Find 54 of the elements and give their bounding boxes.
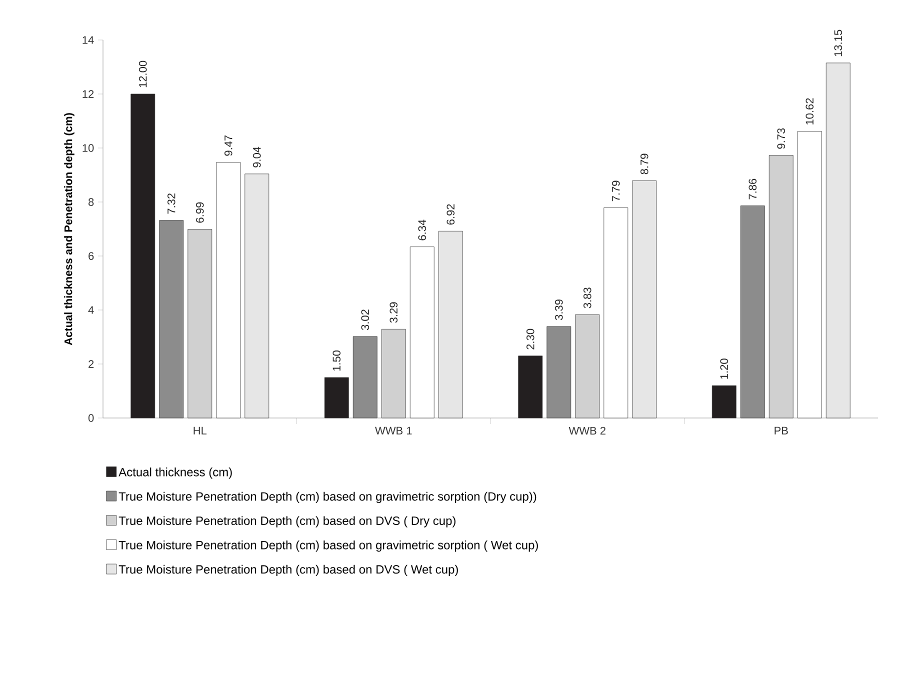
bar	[604, 207, 628, 418]
x-tick-label: WWB 1	[375, 426, 412, 434]
data-label: 2.30	[526, 328, 534, 350]
data-label: 1.50	[332, 350, 341, 371]
bar	[324, 377, 349, 418]
x-tick-label: PB	[774, 426, 788, 434]
bar	[575, 314, 600, 418]
bar	[768, 155, 794, 418]
bar	[438, 230, 463, 418]
bar	[216, 162, 241, 418]
data-label: 13.15	[834, 30, 842, 56]
data-label: 10.62	[806, 98, 814, 124]
bar	[244, 174, 270, 418]
x-tick-label: HL	[194, 426, 207, 434]
data-label: 3.83	[583, 288, 592, 308]
data-label: 7.32	[167, 194, 176, 214]
x-tick-label: WWB 2	[568, 426, 606, 435]
bar	[410, 246, 434, 418]
y-tick-label: 4	[88, 306, 94, 314]
data-label: 3.02	[361, 310, 370, 330]
data-label: 7.79	[612, 180, 620, 202]
data-label: 6.99	[196, 202, 204, 223]
bar	[712, 385, 736, 418]
y-tick-label: 12	[82, 90, 94, 98]
data-label: 9.47	[224, 135, 232, 156]
legend-label: Actual thickness (cm)	[118, 468, 232, 479]
data-label: 6.34	[418, 220, 426, 240]
data-label: 12.00	[138, 60, 147, 88]
data-label: 3.39	[554, 300, 563, 320]
legend-label: True Moisture Penetration Depth (cm) based on DVS ( Dry cup)	[118, 516, 456, 528]
legend-label: True Moisture Penetration Depth (cm) based on gravimetric sorption (Dry cup))	[118, 492, 536, 504]
y-tick-label: 0	[88, 414, 94, 422]
data-label: 8.79	[640, 154, 648, 174]
data-label: 3.29	[390, 302, 398, 323]
data-label: 7.86	[748, 178, 757, 200]
bar	[826, 62, 850, 418]
data-label: 9.73	[777, 128, 786, 149]
legend-label: True Moisture Penetration Depth (cm) based on DVS ( Wet cup)	[118, 564, 458, 576]
data-label: 1.20	[720, 358, 728, 379]
y-tick-label: 6	[88, 252, 94, 260]
bar	[130, 94, 156, 418]
y-tick-label: 2	[88, 360, 94, 368]
data-label: 6.92	[446, 204, 455, 225]
y-axis-title: Actual thickness and Penetration depth (cm)	[64, 113, 74, 346]
y-tick-label: 14	[82, 36, 94, 44]
y-tick-label: 10	[82, 144, 94, 152]
legend-label: True Moisture Penetration Depth (cm) based on gravimetric sorption ( Wet cup)	[118, 540, 538, 552]
bar	[518, 356, 543, 418]
y-tick-label: 8	[88, 198, 94, 206]
bar	[632, 180, 657, 418]
bar	[188, 229, 212, 418]
bar	[797, 131, 822, 418]
data-label: 9.04	[252, 146, 261, 168]
bar	[381, 328, 406, 418]
